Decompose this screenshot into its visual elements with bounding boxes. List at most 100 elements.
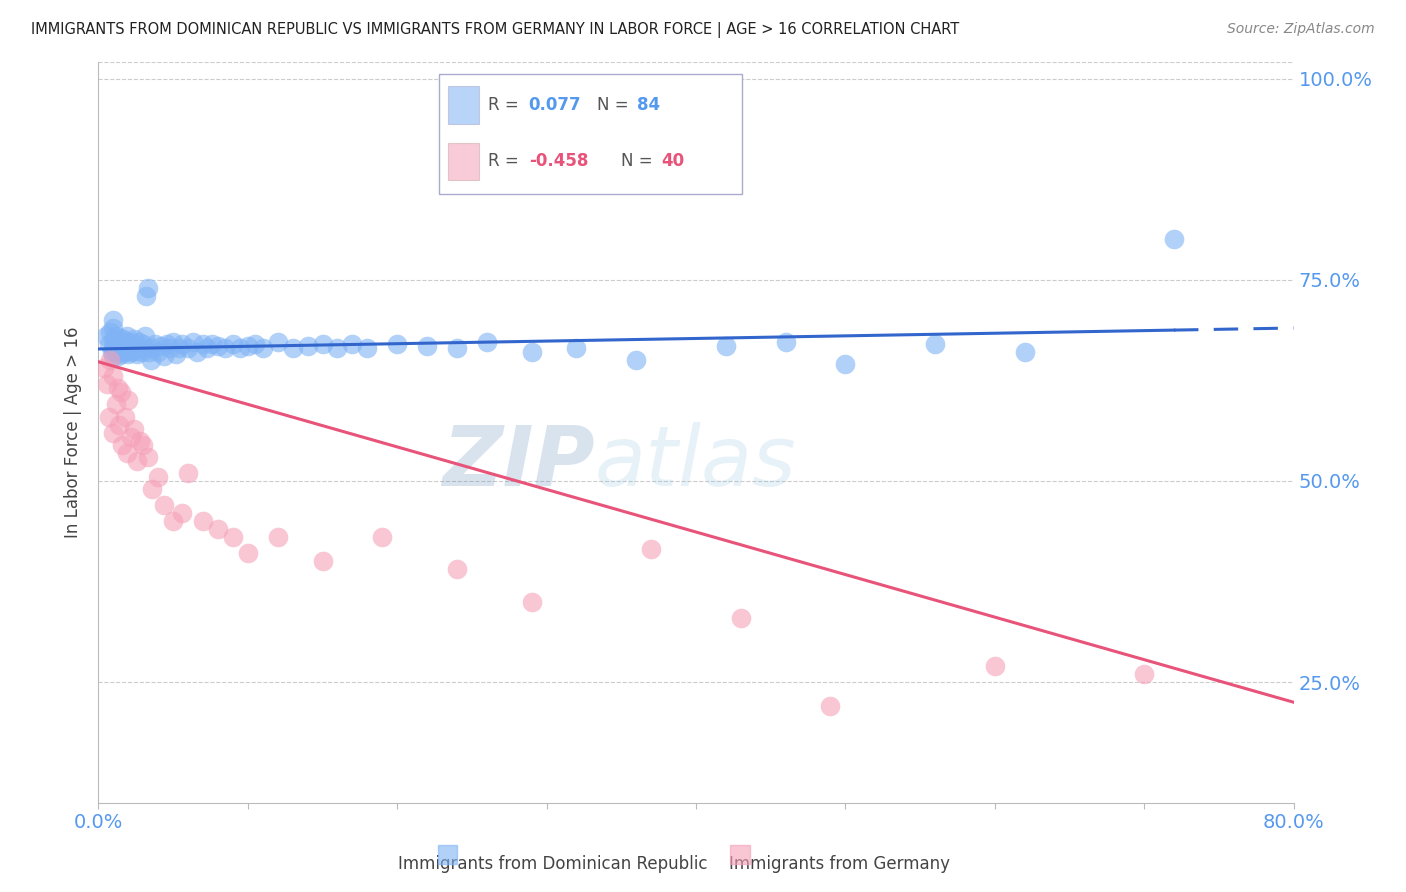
Point: [125, 343, 148, 358]
Text: R =: R =: [488, 153, 524, 170]
Point: [371, 530, 394, 544]
Point: [103, 425, 125, 440]
Point: [128, 335, 150, 350]
Point: [114, 337, 136, 351]
Point: [730, 611, 752, 625]
Point: [236, 339, 259, 353]
Point: [93, 361, 115, 376]
Point: [94, 329, 117, 343]
Point: [117, 393, 139, 408]
Point: [118, 335, 141, 350]
Point: [132, 337, 155, 351]
Point: [111, 343, 134, 358]
Point: [984, 659, 1007, 673]
Point: [446, 562, 468, 576]
Point: [103, 333, 125, 347]
Point: [114, 345, 136, 359]
Point: [107, 341, 129, 355]
Point: [110, 331, 132, 345]
Point: [105, 397, 128, 411]
Point: [107, 381, 129, 395]
Point: [222, 530, 245, 544]
Point: [97, 409, 120, 424]
Point: [115, 329, 138, 343]
Text: Immigrants from Germany: Immigrants from Germany: [728, 855, 950, 872]
Point: [177, 466, 200, 480]
Point: [201, 337, 224, 351]
Text: N =: N =: [596, 96, 634, 114]
Point: [115, 446, 138, 460]
Text: ZIP: ZIP: [441, 422, 595, 503]
Point: [207, 339, 229, 353]
Point: [342, 337, 364, 351]
Point: [416, 339, 439, 353]
Point: [101, 345, 124, 359]
Point: [520, 345, 543, 359]
Point: [565, 341, 588, 355]
Text: 40: 40: [662, 153, 685, 170]
Point: [1014, 345, 1036, 359]
Point: [117, 341, 139, 355]
Point: [96, 377, 118, 392]
Point: [229, 341, 252, 355]
Point: [167, 341, 190, 355]
FancyBboxPatch shape: [439, 74, 742, 194]
Point: [103, 341, 125, 355]
Point: [136, 281, 159, 295]
Point: [104, 345, 127, 359]
Point: [104, 337, 127, 351]
Point: [138, 345, 160, 359]
Point: [172, 506, 194, 520]
Point: [150, 339, 173, 353]
Point: [136, 450, 159, 464]
Point: [326, 341, 349, 355]
Text: atlas: atlas: [595, 422, 796, 503]
Point: [281, 341, 304, 355]
Point: [207, 522, 229, 536]
Point: [103, 321, 125, 335]
Point: [132, 438, 155, 452]
Point: [98, 353, 122, 368]
Point: [103, 313, 125, 327]
Point: [129, 434, 152, 448]
Point: [105, 329, 128, 343]
Point: [108, 417, 131, 432]
Point: [236, 546, 259, 560]
Point: [252, 341, 274, 355]
Text: Source: ZipAtlas.com: Source: ZipAtlas.com: [1227, 22, 1375, 37]
Point: [127, 454, 149, 468]
Point: [162, 514, 184, 528]
Point: [475, 335, 498, 350]
Text: N =: N =: [621, 153, 658, 170]
Point: [135, 289, 157, 303]
Point: [181, 335, 204, 350]
Point: [356, 341, 378, 355]
Point: [626, 353, 648, 368]
FancyBboxPatch shape: [449, 143, 479, 180]
Point: [117, 347, 139, 361]
Point: [153, 349, 176, 363]
Point: [110, 385, 132, 400]
Point: [172, 337, 194, 351]
Point: [775, 335, 797, 350]
Point: [214, 341, 236, 355]
Point: [148, 470, 170, 484]
Point: [640, 542, 662, 557]
Point: [141, 482, 163, 496]
Point: [446, 341, 468, 355]
Point: [134, 329, 156, 343]
Point: [103, 369, 125, 384]
Point: [97, 337, 120, 351]
Point: [110, 339, 132, 353]
Point: [222, 337, 245, 351]
Point: [114, 409, 136, 424]
Point: [143, 337, 166, 351]
Point: [311, 554, 333, 568]
Point: [112, 333, 135, 347]
Point: [120, 345, 142, 359]
Text: R =: R =: [488, 96, 524, 114]
Point: [197, 341, 219, 355]
Text: 0.077: 0.077: [529, 96, 581, 114]
Point: [297, 339, 319, 353]
Point: [129, 341, 152, 355]
